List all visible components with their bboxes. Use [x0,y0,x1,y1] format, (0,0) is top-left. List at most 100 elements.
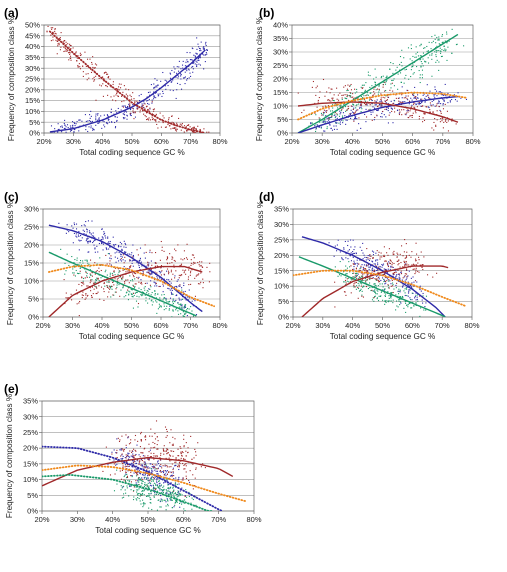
x-tick-label: 40% [345,137,360,146]
point [197,43,199,45]
point [183,315,185,317]
point [420,98,422,100]
point [180,452,182,454]
point [154,87,156,89]
point [399,101,401,103]
point [429,111,432,113]
point [403,290,405,292]
point [98,118,100,120]
point [404,292,406,294]
point [178,285,180,287]
point [117,437,119,439]
point [374,83,376,85]
point [353,266,355,268]
point [424,305,426,308]
point [149,272,151,275]
point [167,505,169,507]
point [152,466,154,468]
point [195,128,197,130]
point [352,278,354,281]
point [377,290,379,292]
point [187,129,189,131]
point [343,103,345,106]
point [161,270,163,272]
x-tick-label: 50% [140,515,155,524]
point [354,263,356,265]
point [106,114,108,116]
point [140,282,142,284]
point [104,271,106,273]
point [159,93,161,95]
point [120,485,122,487]
fit-curve-green [297,33,459,133]
point [102,238,104,240]
point [112,81,114,83]
point [160,240,162,243]
point [327,119,330,121]
point [177,479,179,481]
point [75,223,78,225]
point [184,305,186,307]
point [372,267,374,269]
point [431,127,433,129]
point [148,480,150,482]
point [52,31,54,33]
point [366,270,368,272]
point [122,455,124,457]
point [399,289,401,291]
point [338,99,340,101]
point [419,55,421,57]
point [206,49,208,51]
point [334,245,336,247]
point [154,265,156,267]
point [136,472,138,474]
point [138,483,140,486]
point [116,483,118,485]
point [188,495,190,498]
point [379,295,381,298]
point [346,119,348,121]
point [335,122,337,124]
point [384,81,386,83]
point [174,285,176,288]
point [86,238,88,240]
point [172,467,174,469]
point [151,101,153,103]
point [392,252,394,254]
point [142,272,144,274]
point [360,86,362,88]
y-tick-label: 30% [24,205,39,214]
point [185,296,187,298]
point [173,475,175,477]
point [442,118,444,120]
point [133,259,135,262]
point [144,294,146,296]
point [94,67,96,69]
point [54,32,56,34]
point [370,92,372,94]
point [181,287,183,289]
point [174,260,176,262]
point [180,68,182,70]
point [138,461,140,463]
point [432,276,434,278]
point [156,464,158,466]
point [145,119,148,121]
point [176,66,178,68]
point [79,52,81,54]
point [150,473,152,475]
point [94,285,96,287]
point [133,489,135,492]
point [144,244,146,246]
point [151,252,153,254]
point [396,278,398,280]
point [425,302,427,304]
point [436,110,438,112]
point [170,288,172,290]
point [380,116,382,118]
point [128,89,130,91]
point [147,264,149,266]
point [72,227,74,229]
point [342,112,345,114]
point [179,462,181,464]
